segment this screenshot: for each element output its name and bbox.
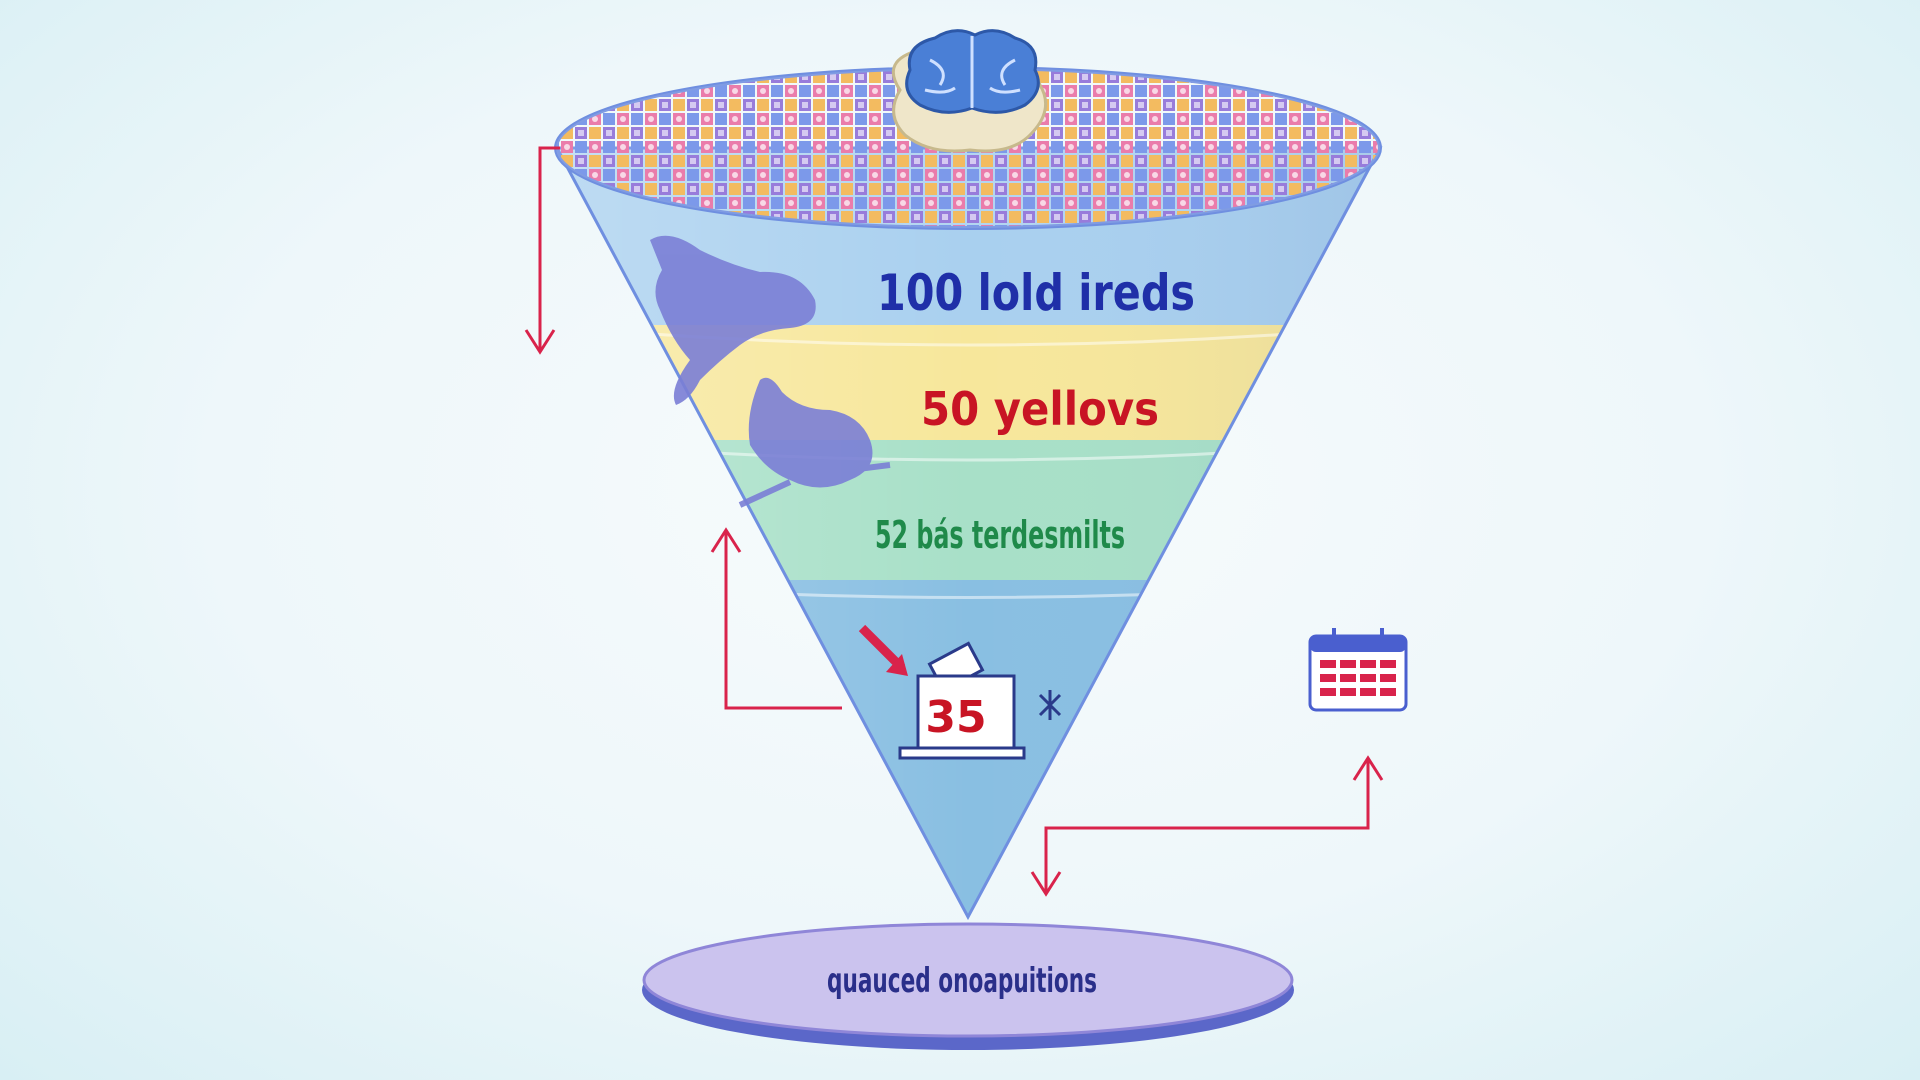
- mascot-figure: [650, 235, 891, 508]
- ballot-number: 35: [925, 692, 986, 743]
- arrow-right: [1044, 760, 1370, 892]
- stage-label-2: 50 yellovs: [921, 382, 1159, 436]
- brain-icon: [891, 29, 1048, 153]
- sparkle-icon: [1038, 690, 1062, 720]
- stage-label-3: 52 bás terdesmilts: [875, 513, 1125, 557]
- arrow-left-down: [538, 146, 560, 350]
- ballot-box-icon: 35: [858, 624, 1026, 760]
- flow-arrows: [524, 146, 1384, 897]
- base-label: quauced onoapuitions: [827, 961, 1097, 1001]
- calendar-icon: [1308, 628, 1408, 712]
- arrow-left-up: [724, 532, 842, 710]
- funnel-base: quauced onoapuitions: [642, 922, 1294, 1050]
- stage-label-1: 100 lold ireds: [877, 264, 1195, 322]
